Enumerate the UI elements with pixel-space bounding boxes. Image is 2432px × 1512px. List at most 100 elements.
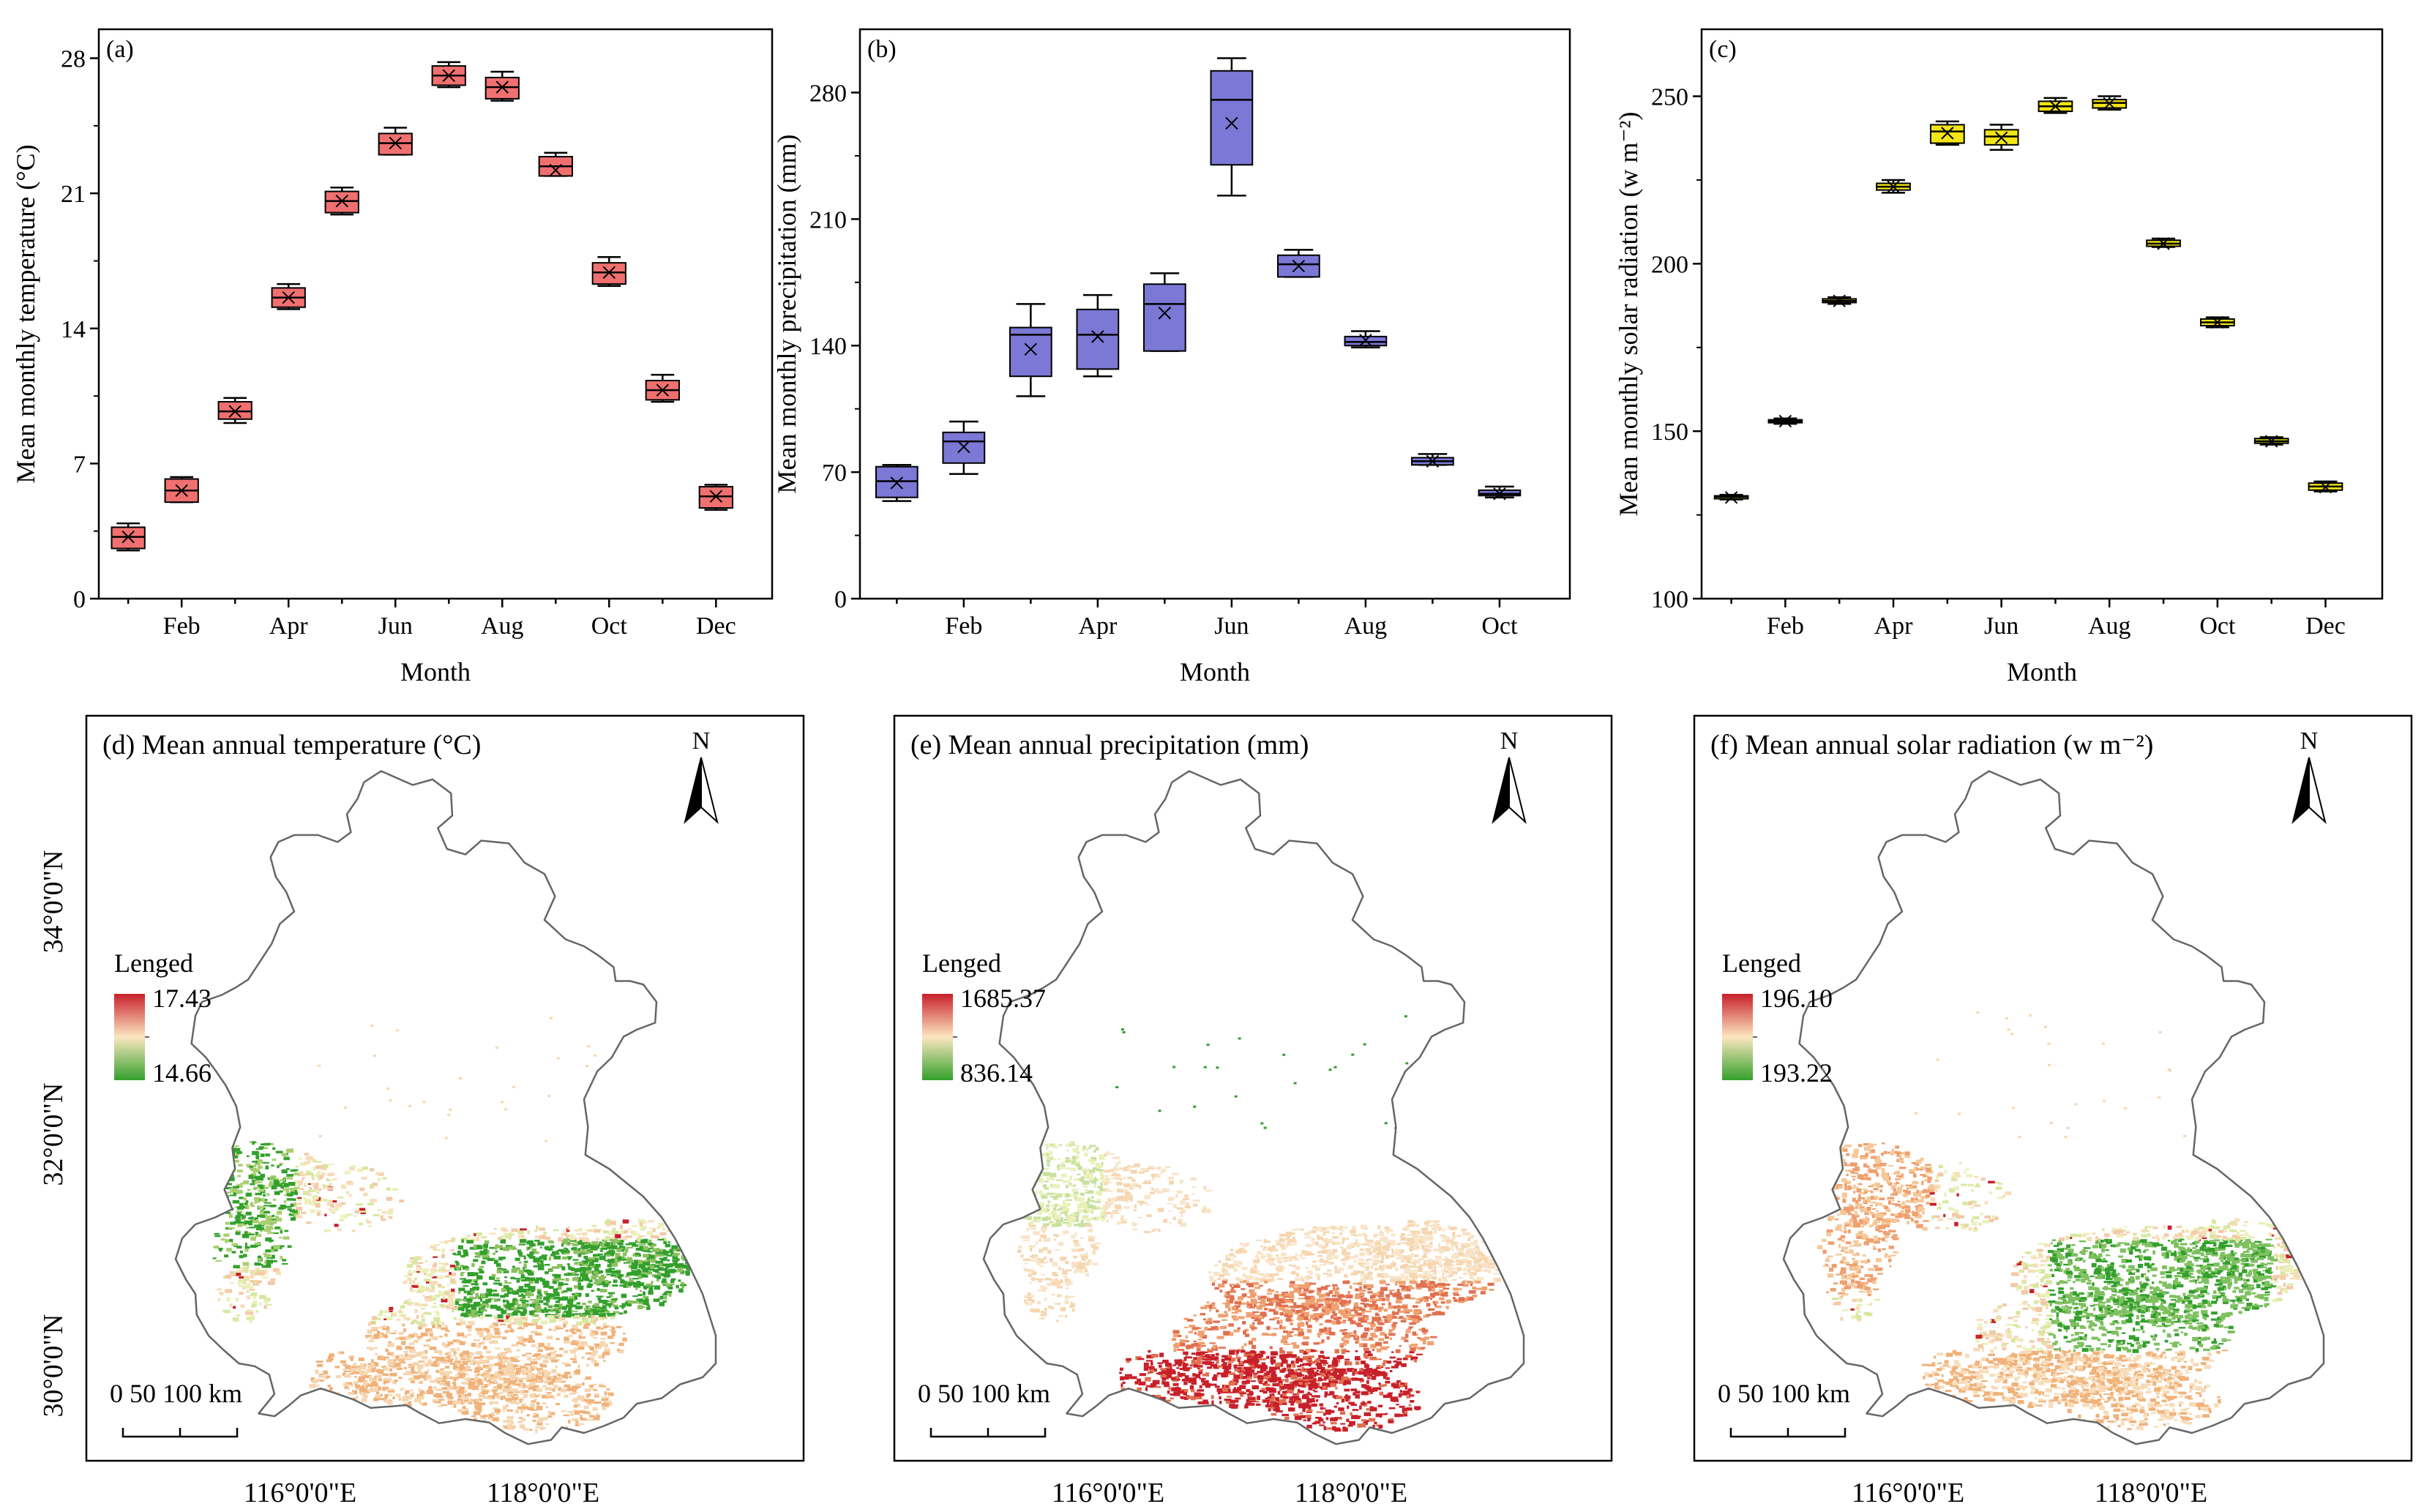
raster-pixel: [483, 1374, 490, 1378]
raster-pixel: [470, 1363, 475, 1366]
raster-pixel: [274, 1216, 280, 1219]
raster-pixel: [422, 1268, 429, 1272]
raster-pixel: [296, 1206, 303, 1211]
raster-pixel: [503, 1285, 509, 1289]
raster-pixel: [484, 1314, 492, 1317]
raster-pixel: [377, 1178, 381, 1181]
raster-pixel: [1390, 1278, 1397, 1283]
raster-pixel: [424, 1371, 429, 1374]
raster-pixel: [1468, 1290, 1476, 1294]
raster-pixel: [1146, 1214, 1152, 1218]
raster-pixel: [359, 1222, 364, 1226]
raster-pixel: [657, 1271, 662, 1276]
raster-pixel: [638, 1301, 643, 1305]
raster-pixel: [1045, 1204, 1050, 1208]
raster-pixel: [626, 1303, 632, 1307]
raster-pixel: [442, 1361, 448, 1364]
raster-pixel: [420, 1303, 428, 1307]
raster-pixel: [574, 1354, 577, 1358]
raster-pixel: [392, 1366, 399, 1369]
raster-pixel: [315, 1165, 323, 1169]
raster-pixel: [530, 1403, 536, 1407]
raster-pixel: [439, 1368, 444, 1371]
raster-pixel: [400, 1305, 405, 1309]
raster-pixel: [370, 1336, 374, 1339]
raster-pixel: [558, 1249, 565, 1251]
raster-pixel: [1397, 1309, 1401, 1312]
raster-pixel: [589, 1307, 595, 1309]
raster-pixel: [583, 1232, 588, 1236]
raster-pixel: [504, 1358, 509, 1361]
raster-pixel: [237, 1212, 242, 1216]
raster-pixel: [1334, 1291, 1340, 1295]
raster-pixel: [596, 1309, 601, 1311]
raster-pixel: [531, 1400, 536, 1403]
raster-pixel: [461, 1394, 465, 1399]
raster-pixel: [636, 1238, 643, 1240]
raster-pixel: [246, 1283, 251, 1286]
raster-pixel: [1082, 1145, 1086, 1149]
raster-pixel: [266, 1193, 270, 1197]
raster-pixel: [479, 1342, 482, 1344]
raster-pixel: [1456, 1248, 1460, 1251]
raster-pixel: [495, 1244, 498, 1246]
mean-marker: [1833, 294, 1846, 307]
raster-pixel: [1319, 1264, 1326, 1266]
raster-pixel: [250, 1202, 253, 1206]
raster-pixel: [445, 1330, 450, 1332]
raster-pixel: [445, 1305, 452, 1309]
raster-pixel: [527, 1247, 531, 1250]
raster-pixel: [1069, 1176, 1072, 1180]
raster-pixel: [589, 1388, 594, 1391]
x-axis-label: Month: [400, 657, 471, 686]
raster-pixel: [1041, 1217, 1048, 1221]
raster-pixel: [589, 1346, 594, 1351]
raster-pixel: [266, 1260, 273, 1264]
raster-pixel: [516, 1279, 520, 1283]
raster-pixel: [433, 1249, 441, 1251]
box-month-2: [1767, 414, 1803, 428]
raster-pixel: [573, 1246, 577, 1250]
raster-pixel: [605, 1260, 607, 1262]
plot-frame: [1700, 28, 2384, 600]
raster-pixel: [476, 1232, 482, 1235]
raster-pixel: [509, 1380, 516, 1382]
raster-pixel: [606, 1224, 611, 1227]
raster-pixel: [427, 1273, 433, 1278]
raster-pixel: [1049, 1143, 1056, 1148]
raster-pixel: [418, 1396, 424, 1400]
raster-pixel: [1080, 1254, 1087, 1257]
raster-pixel: [458, 1318, 463, 1321]
raster-pixel: [1052, 1214, 1055, 1219]
box-month-12: [698, 484, 733, 511]
raster-pixel: [591, 1241, 599, 1246]
raster-pixel: [1308, 1231, 1313, 1234]
raster-pixel: [282, 1259, 287, 1262]
raster-pixel: [1344, 1273, 1348, 1279]
raster-pixel: [408, 1104, 411, 1107]
raster-pixel: [1047, 1163, 1050, 1167]
raster-pixel: [1241, 1267, 1248, 1270]
raster-pixel: [460, 1273, 464, 1276]
raster-pixel: [478, 1295, 483, 1300]
raster-pixel: [591, 1258, 599, 1262]
raster-pixel: [441, 1359, 446, 1362]
raster-pixel: [316, 1363, 323, 1367]
raster-pixel: [1084, 1153, 1088, 1157]
raster-pixel: [272, 1185, 276, 1189]
raster-pixel: [1029, 1227, 1036, 1230]
raster-pixel: [665, 1243, 671, 1248]
raster-pixel: [261, 1220, 268, 1224]
raster-pixel: [676, 1249, 683, 1252]
raster-pixel: [438, 1336, 443, 1338]
raster-pixel: [252, 1164, 256, 1167]
raster-pixel: [1262, 1246, 1267, 1251]
raster-pixel: [561, 1410, 566, 1412]
raster-pixel: [282, 1262, 288, 1265]
raster-pixel: [1099, 1154, 1106, 1159]
raster-pixel: [527, 1296, 531, 1298]
raster-pixel: [1104, 1178, 1111, 1181]
raster-pixel: [534, 1235, 542, 1238]
raster-pixel: [518, 1286, 524, 1289]
raster-pixel: [537, 1370, 543, 1375]
